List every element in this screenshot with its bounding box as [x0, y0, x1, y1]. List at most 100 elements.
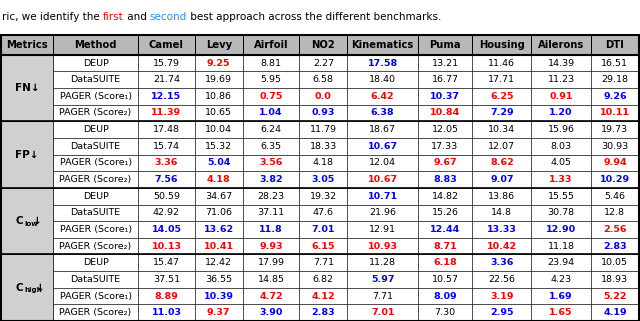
Bar	[531, 271, 591, 288]
Bar	[195, 204, 243, 221]
Bar	[195, 255, 243, 271]
Bar	[348, 138, 418, 155]
Bar	[138, 221, 195, 238]
Text: 10.13: 10.13	[152, 242, 181, 251]
Bar	[138, 255, 195, 271]
Bar	[531, 304, 591, 321]
Text: 7.29: 7.29	[490, 108, 513, 117]
Bar	[53, 204, 138, 221]
Text: 10.42: 10.42	[486, 242, 517, 251]
Text: 7.01: 7.01	[371, 308, 394, 317]
Text: 11.03: 11.03	[152, 308, 181, 317]
Bar	[418, 121, 472, 138]
Bar	[53, 105, 138, 121]
Text: C: C	[15, 283, 23, 293]
Bar	[348, 221, 418, 238]
Bar	[195, 88, 243, 105]
Bar	[418, 171, 472, 188]
Text: 4.18: 4.18	[207, 175, 230, 184]
Text: 15.79: 15.79	[153, 58, 180, 67]
Text: DataSUITE: DataSUITE	[70, 75, 121, 84]
Text: 1.33: 1.33	[549, 175, 573, 184]
Bar	[418, 35, 472, 55]
Bar	[53, 171, 138, 188]
Bar	[300, 155, 348, 171]
Text: 11.46: 11.46	[488, 58, 515, 67]
Bar	[300, 88, 348, 105]
Bar	[591, 171, 639, 188]
Text: 13.62: 13.62	[204, 225, 234, 234]
Text: 12.42: 12.42	[205, 258, 232, 267]
Text: 30.78: 30.78	[548, 208, 575, 217]
Bar	[195, 288, 243, 304]
Bar	[348, 188, 418, 204]
Text: 15.55: 15.55	[548, 192, 575, 201]
Text: Puma: Puma	[429, 40, 461, 50]
Bar	[243, 55, 300, 71]
Bar	[418, 71, 472, 88]
Text: 10.93: 10.93	[368, 242, 397, 251]
Text: 4.12: 4.12	[312, 291, 335, 300]
Text: 14.82: 14.82	[431, 192, 458, 201]
Text: 15.96: 15.96	[548, 125, 575, 134]
Text: 7.71: 7.71	[313, 258, 334, 267]
Text: 9.93: 9.93	[259, 242, 283, 251]
Text: 12.44: 12.44	[430, 225, 460, 234]
Bar	[300, 255, 348, 271]
Text: 7.56: 7.56	[155, 175, 178, 184]
Bar	[195, 155, 243, 171]
Text: 42.92: 42.92	[153, 208, 180, 217]
Bar	[53, 304, 138, 321]
Bar	[195, 188, 243, 204]
Bar	[243, 221, 300, 238]
Text: Ailerons: Ailerons	[538, 40, 584, 50]
Bar	[243, 71, 300, 88]
Bar	[531, 121, 591, 138]
Bar	[195, 71, 243, 88]
Text: 6.18: 6.18	[433, 258, 457, 267]
Text: 14.39: 14.39	[548, 58, 575, 67]
Text: 2.27: 2.27	[313, 58, 334, 67]
Text: 11.28: 11.28	[369, 258, 396, 267]
Text: DEUP: DEUP	[83, 192, 109, 201]
Text: 7.30: 7.30	[435, 308, 456, 317]
Text: 7.01: 7.01	[312, 225, 335, 234]
Bar	[138, 188, 195, 204]
Text: PAGER (Score₁): PAGER (Score₁)	[60, 92, 132, 101]
Text: 2.95: 2.95	[490, 308, 513, 317]
Text: 8.03: 8.03	[550, 142, 572, 151]
Text: Levy: Levy	[205, 40, 232, 50]
Text: 15.26: 15.26	[431, 208, 458, 217]
Bar	[531, 238, 591, 255]
Text: FP↓: FP↓	[15, 150, 38, 160]
Bar	[591, 155, 639, 171]
Text: 5.22: 5.22	[603, 291, 627, 300]
Text: second: second	[150, 12, 187, 22]
Text: 2.83: 2.83	[603, 242, 627, 251]
Text: first: first	[103, 12, 124, 22]
Bar	[53, 188, 138, 204]
Bar	[418, 188, 472, 204]
Text: 5.46: 5.46	[604, 192, 625, 201]
Bar	[53, 221, 138, 238]
Bar	[195, 55, 243, 71]
Bar	[591, 255, 639, 271]
Bar	[243, 121, 300, 138]
Bar	[418, 88, 472, 105]
Bar	[243, 138, 300, 155]
Text: 4.19: 4.19	[603, 308, 627, 317]
Bar	[195, 238, 243, 255]
Bar	[418, 238, 472, 255]
Bar	[472, 88, 531, 105]
Bar	[591, 271, 639, 288]
Text: 14.05: 14.05	[152, 225, 181, 234]
Text: 29.18: 29.18	[602, 75, 628, 84]
Bar	[472, 35, 531, 55]
Bar	[300, 288, 348, 304]
Bar	[591, 105, 639, 121]
Text: 10.29: 10.29	[600, 175, 630, 184]
Bar	[591, 71, 639, 88]
Text: 4.05: 4.05	[550, 158, 572, 167]
Bar	[1, 121, 53, 188]
Text: 6.58: 6.58	[313, 75, 334, 84]
